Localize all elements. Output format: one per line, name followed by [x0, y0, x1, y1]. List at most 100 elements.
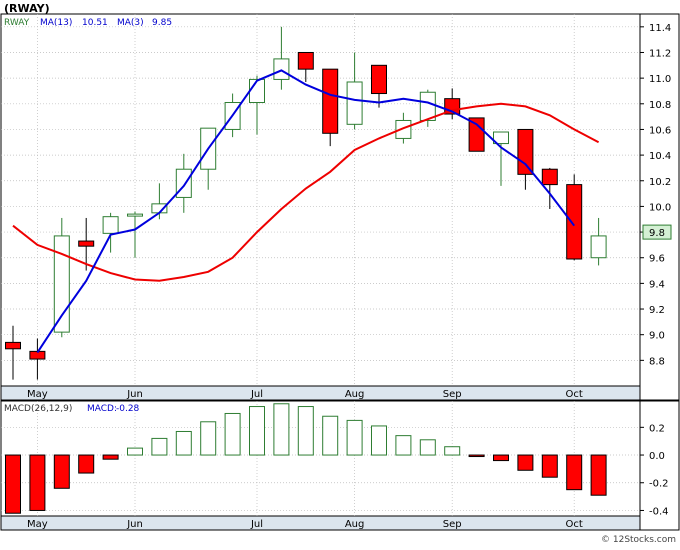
price-panel — [0, 13, 641, 387]
candle-body-down — [541, 168, 558, 186]
candle-body-down — [322, 68, 339, 134]
macd-bar-positive — [346, 419, 363, 456]
candle — [78, 217, 95, 271]
price-value-axis — [639, 13, 680, 401]
price-y-tick-label: 10.0 — [649, 202, 671, 213]
macd-x-tick-label: Oct — [566, 519, 583, 530]
legend-symbol: RWAY — [4, 18, 30, 28]
price-y-tick-label: 8.8 — [649, 356, 665, 367]
macd-bar-negative — [5, 454, 21, 514]
macd-bar-positive — [444, 446, 461, 456]
macd-bar-negative — [493, 454, 509, 462]
legend-macd-params: MACD(26,12,9) — [4, 404, 72, 414]
macd-bar-positive — [371, 425, 387, 456]
price-x-tick-label: Aug — [345, 389, 365, 400]
legend-macd-value: -0.28 — [116, 404, 140, 414]
macd-x-tick-label: Jul — [250, 519, 263, 530]
macd-bar-negative — [541, 454, 558, 478]
candle — [468, 117, 485, 152]
macd-x-tick-label: Sep — [443, 519, 462, 530]
candle — [419, 89, 436, 127]
candle-body-up — [395, 119, 412, 139]
candle — [566, 174, 583, 261]
price-y-tick-label: 10.2 — [649, 177, 671, 188]
candle — [590, 217, 607, 266]
macd-histogram — [5, 403, 607, 514]
candle-body-down — [468, 117, 485, 152]
candle-body-up — [590, 235, 607, 259]
macd-legend: MACD(26,12,9) MACD: -0.28 — [4, 404, 140, 414]
price-y-ticks: 8.8 9.0 9.2 9.4 9.6 9.8 10.0 10.2 10.4 10.6 10.8 11… — [640, 23, 671, 367]
candle-body-down — [566, 184, 583, 260]
price-y-tick-label: 10.4 — [649, 151, 671, 162]
moving-average-lines — [12, 69, 600, 354]
macd-bar-positive — [322, 415, 339, 456]
candle — [322, 68, 339, 147]
macd-x-tick-label: May — [27, 519, 48, 530]
macd-bar-positive — [224, 412, 241, 456]
price-x-tick-label: May — [27, 389, 48, 400]
macd-bar-negative — [78, 454, 95, 474]
price-y-tick-label: 10.8 — [649, 100, 671, 111]
macd-bar-positive — [127, 447, 143, 456]
ma13-line — [36, 69, 575, 354]
macd-bar-negative — [468, 454, 485, 458]
price-x-tick-label: Sep — [443, 389, 462, 400]
candle — [5, 325, 21, 380]
price-legend: RWAY MA(13) 10.51 MA(3) 9.85 — [4, 18, 172, 28]
candle — [395, 112, 412, 144]
candle-body-down — [5, 341, 21, 350]
price-x-tick-label: Jul — [250, 389, 263, 400]
macd-bar-positive — [200, 421, 217, 456]
macd-x-ticks: May Jun Jul Aug Sep Oct — [27, 519, 583, 530]
price-y-tick-label: 9.0 — [649, 331, 665, 342]
candle — [346, 52, 363, 130]
macd-bar-positive — [419, 439, 436, 456]
macd-bar-positive — [395, 435, 412, 456]
macd-bar-negative — [53, 454, 70, 489]
macd-bar-negative — [29, 454, 46, 511]
candle-body-down — [517, 128, 534, 175]
legend-ma3-value: 9.85 — [152, 18, 172, 28]
chart-title: (RWAY) — [4, 2, 50, 15]
candle — [127, 211, 143, 258]
candle-body-up — [419, 91, 436, 121]
candle — [297, 51, 314, 82]
last-price-label: 9.8 — [649, 228, 665, 239]
candle — [102, 212, 119, 253]
price-x-tick-label: Oct — [566, 389, 583, 400]
price-date-axis — [0, 385, 641, 401]
ma3-line — [12, 102, 600, 282]
macd-value-axis — [639, 400, 680, 531]
macd-bar-positive — [175, 430, 192, 456]
macd-bar-negative — [102, 454, 119, 460]
last-price-marker: 9.8 — [642, 224, 672, 240]
macd-y-tick-label: 0.2 — [649, 423, 665, 434]
candle-body-up — [346, 81, 363, 125]
candle-body-down — [78, 240, 95, 247]
candle-body-up — [273, 58, 290, 80]
macd-x-tick-label: Jun — [126, 519, 143, 530]
macd-bar-negative — [517, 454, 534, 471]
legend-ma13-label: MA(13) — [40, 18, 72, 28]
macd-y-ticks: 0.2 0.0 -0.2 -0.4 — [640, 423, 669, 517]
price-x-tick-label: Jun — [126, 389, 143, 400]
candle-body-down — [297, 51, 314, 70]
legend-ma13-value: 10.51 — [82, 18, 108, 28]
macd-bar-negative — [566, 454, 583, 491]
candle — [541, 167, 558, 209]
macd-bar-positive — [273, 403, 290, 456]
macd-bar-positive — [249, 406, 265, 456]
price-y-tick-label: 11.4 — [649, 23, 671, 34]
macd-bar-positive — [297, 406, 314, 456]
candle-body-up — [102, 216, 119, 234]
macd-y-tick-label: 0.0 — [649, 451, 665, 462]
candle — [517, 128, 534, 190]
candle-body-up — [127, 213, 143, 217]
price-y-tick-label: 11.0 — [649, 74, 671, 85]
price-y-tick-label: 9.6 — [649, 254, 665, 265]
candle — [53, 217, 70, 338]
candle — [493, 131, 509, 186]
